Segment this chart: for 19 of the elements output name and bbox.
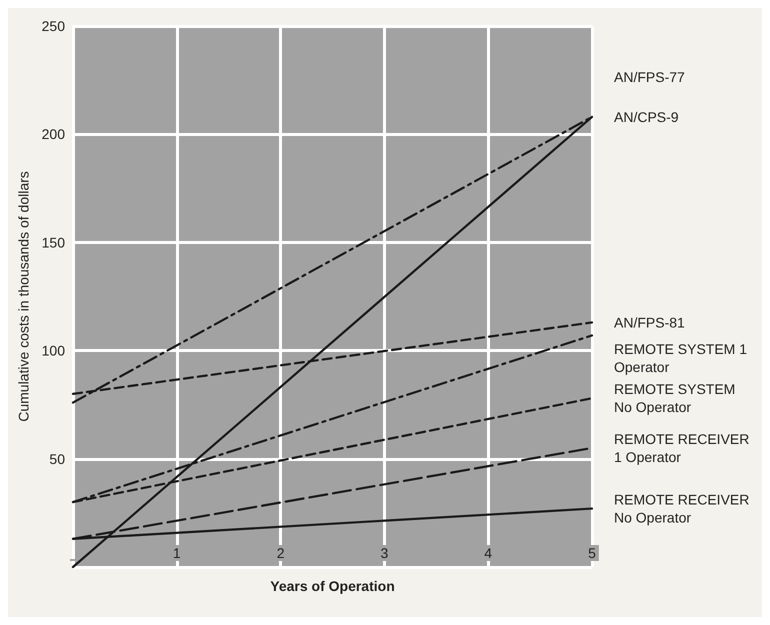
x-tick-label: 2 xyxy=(276,545,285,561)
x-axis-title: Years of Operation xyxy=(270,578,395,594)
x-tick-label: 4 xyxy=(484,545,492,561)
x-tick-label: 5 xyxy=(588,545,596,561)
x-tick-label: 3 xyxy=(380,545,388,561)
y-tick-label: 250 xyxy=(42,18,66,34)
y-tick-label: 100 xyxy=(42,342,66,359)
y-axis-title: Cumulative costs in thousands of dollars xyxy=(16,171,32,422)
y-tick-label: 50 xyxy=(49,450,66,467)
series-label: REMOTE RECEIVER 1 Operator xyxy=(614,430,754,465)
series-label: REMOTE SYSTEM 1 Operator xyxy=(614,341,751,376)
text: AN/FPS-77 xyxy=(614,68,686,85)
series-label: REMOTE RECEIVER No Operator xyxy=(614,492,754,526)
series-label: AN/CPS-9 xyxy=(614,108,679,125)
y-tick-label: 150 xyxy=(42,234,66,250)
y-tick-label: 200 xyxy=(42,126,66,142)
x-tick-label: 1 xyxy=(172,545,181,561)
series-label: REMOTE SYSTEM No Operator xyxy=(614,381,740,416)
series-label: AN/FPS-81 xyxy=(614,314,686,330)
